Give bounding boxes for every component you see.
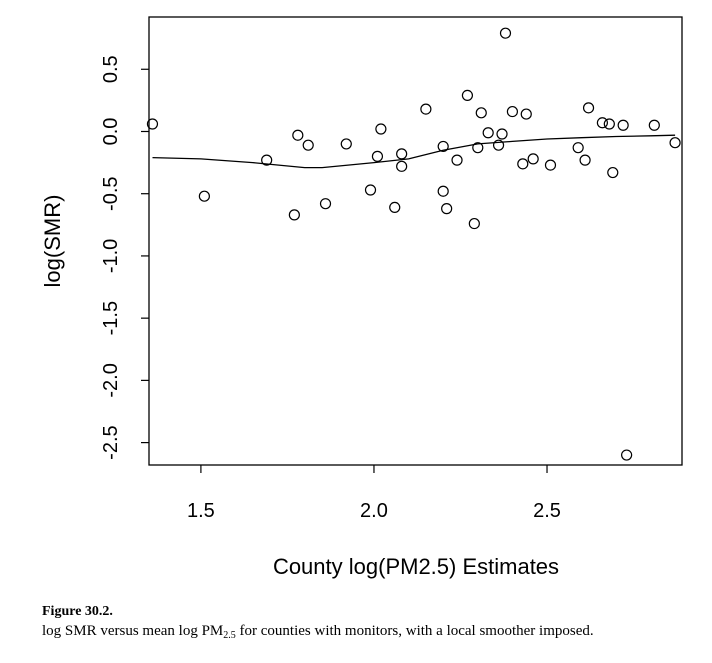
y-axis-label: log(SMR) xyxy=(40,195,65,288)
data-point xyxy=(669,137,681,149)
caption-subscript: 2.5 xyxy=(223,630,236,641)
data-point xyxy=(389,201,401,213)
data-point xyxy=(603,118,615,130)
data-point xyxy=(375,123,387,135)
data-point xyxy=(292,129,304,141)
caption-label: Figure 30.2. xyxy=(42,604,113,619)
data-point xyxy=(288,209,300,221)
y-tick-label: 0.5 xyxy=(100,55,122,83)
data-point xyxy=(527,153,539,165)
data-point xyxy=(572,142,584,154)
data-point xyxy=(340,138,352,150)
y-axis: 0.5 0.0 -0.5 -1.0 -1.5 -2.0 -2.5 xyxy=(100,55,149,460)
x-axis-label: County log(PM2.5) Estimates xyxy=(273,554,559,579)
y-tick-label: -1.5 xyxy=(100,301,122,335)
y-tick-label: -2.0 xyxy=(100,363,122,397)
caption-text-end: for counties with monitors, with a local… xyxy=(235,623,594,639)
data-point xyxy=(499,27,512,39)
data-point xyxy=(544,159,557,171)
data-point xyxy=(596,117,608,129)
plot-frame xyxy=(148,16,683,466)
y-tick-label: 0.0 xyxy=(100,118,122,146)
y-tick-label: -0.5 xyxy=(100,176,122,210)
data-point xyxy=(475,107,487,119)
data-point xyxy=(517,158,529,170)
y-tick-label: -2.5 xyxy=(100,425,122,459)
data-point xyxy=(617,119,629,131)
data-point xyxy=(461,89,474,102)
smoother-line xyxy=(152,134,676,169)
data-point xyxy=(506,105,519,118)
data-point xyxy=(607,166,619,179)
data-points xyxy=(146,27,681,461)
data-point xyxy=(396,160,408,172)
data-point xyxy=(451,154,463,166)
data-point xyxy=(472,142,484,154)
data-point xyxy=(621,449,633,461)
data-point xyxy=(396,148,408,160)
figure-caption: Figure 30.2. log SMR versus mean log PM2… xyxy=(42,604,702,641)
data-point xyxy=(482,127,494,139)
data-point xyxy=(371,150,384,162)
data-point xyxy=(437,140,449,153)
x-tick-label: 2.0 xyxy=(360,500,388,522)
caption-text-start: log SMR versus mean log PM xyxy=(42,623,224,639)
caption-text: log SMR versus mean log PM2.5 for counti… xyxy=(42,623,702,641)
data-point xyxy=(579,154,591,166)
data-point xyxy=(420,103,432,115)
data-point xyxy=(261,154,273,166)
data-point xyxy=(437,185,449,197)
data-point xyxy=(582,102,595,114)
scatter-plot: 1.5 2.0 2.5 0.5 0.0 -0.5 -1.0 -1.5 -2.0 -2.5 Cou… xyxy=(40,16,683,579)
data-point xyxy=(302,139,314,151)
data-point xyxy=(648,119,660,131)
data-point xyxy=(441,203,453,215)
x-axis: 1.5 2.0 2.5 xyxy=(187,465,561,522)
x-tick-label: 2.5 xyxy=(533,500,561,522)
data-point xyxy=(496,128,508,140)
data-point xyxy=(319,198,332,210)
data-point xyxy=(146,118,159,130)
x-tick-label: 1.5 xyxy=(187,500,215,522)
data-point xyxy=(364,184,377,196)
data-point xyxy=(468,217,480,230)
data-point xyxy=(520,108,532,120)
data-point xyxy=(492,139,505,151)
y-tick-label: -1.0 xyxy=(100,239,122,273)
data-point xyxy=(198,190,210,202)
